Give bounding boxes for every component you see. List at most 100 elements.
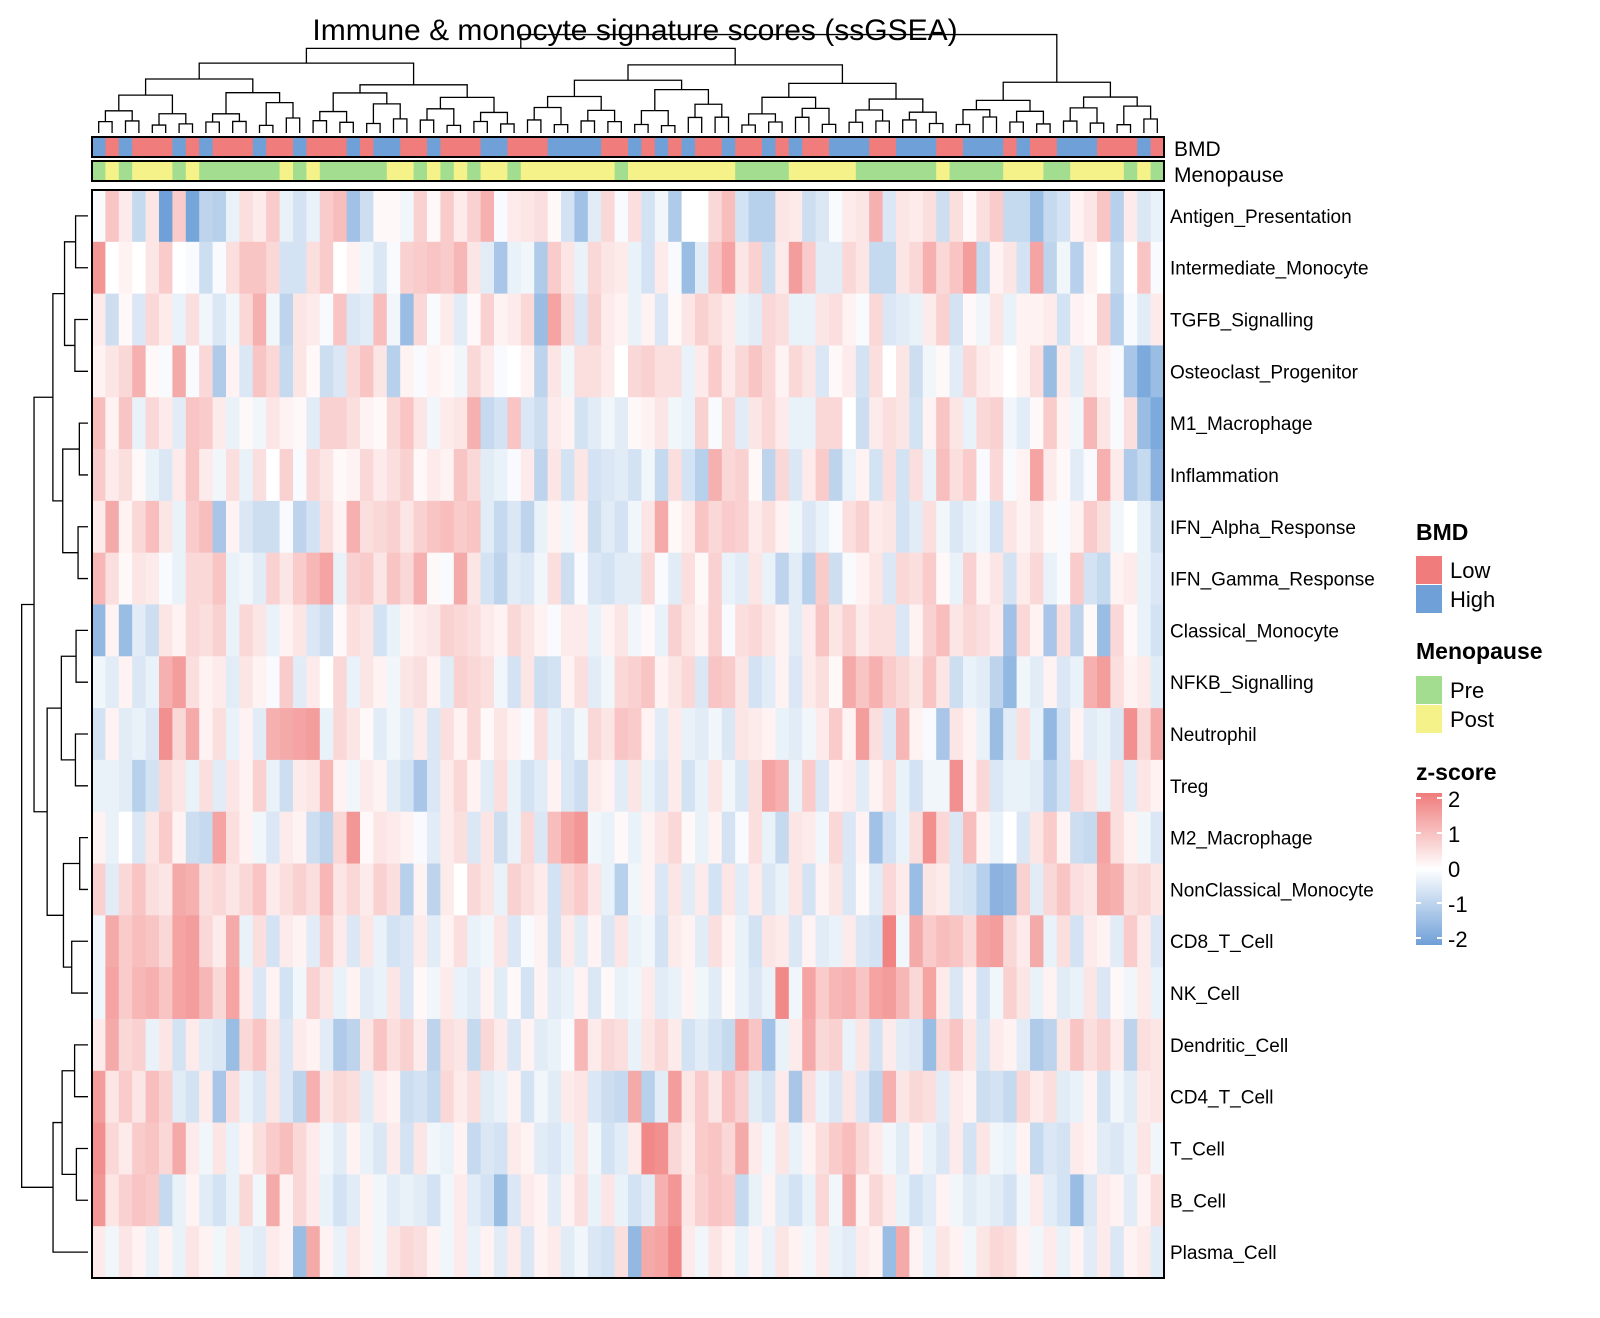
heatmap-cell	[775, 967, 790, 1020]
heatmap-cell	[775, 1226, 790, 1279]
heatmap-cell	[118, 397, 133, 450]
heatmap-cell	[534, 915, 548, 968]
heatmap-cell	[1150, 1226, 1165, 1279]
heatmap-cell	[748, 1070, 763, 1123]
zscore-tick-label: -2	[1448, 927, 1468, 952]
heatmap-cell	[909, 397, 924, 450]
heatmap-cell	[92, 1122, 106, 1175]
heatmap-cell	[654, 604, 669, 657]
heatmap-cell	[654, 1070, 669, 1123]
heatmap-cell	[252, 190, 267, 243]
heatmap-cell	[1110, 449, 1125, 502]
heatmap-cell	[775, 1070, 790, 1123]
heatmap-cell	[159, 293, 173, 346]
heatmap-cell	[400, 915, 414, 968]
heatmap-cell	[118, 500, 133, 554]
heatmap-cell	[306, 1070, 321, 1123]
heatmap-cell	[735, 656, 749, 709]
heatmap-cell	[453, 656, 468, 709]
heatmap-cell	[319, 449, 334, 502]
heatmap-cell	[199, 241, 213, 295]
heatmap-cell	[92, 397, 106, 450]
heatmap-cell	[802, 500, 816, 554]
heatmap-cell	[614, 604, 629, 657]
heatmap-cell	[547, 397, 562, 450]
column-dendrogram-branch	[1082, 96, 1138, 108]
heatmap-cell	[654, 552, 669, 605]
heatmap-cell	[695, 241, 709, 295]
menopause-annotation-cell	[226, 161, 240, 181]
heatmap-cell	[574, 293, 589, 346]
heatmap-cell	[976, 656, 991, 709]
heatmap-cell	[145, 345, 160, 398]
heatmap-cell	[118, 241, 133, 295]
heatmap-cell	[520, 552, 535, 605]
heatmap-cell	[641, 190, 656, 243]
heatmap-cell	[922, 759, 937, 813]
heatmap-cell	[1083, 1122, 1098, 1175]
heatmap-cell	[266, 1122, 280, 1175]
menopause-annotation-cell	[266, 161, 280, 181]
heatmap-cell	[507, 1226, 522, 1279]
bmd-annotation-cell	[896, 137, 910, 157]
heatmap-cell	[628, 604, 642, 657]
heatmap-cell	[1070, 1018, 1084, 1072]
heatmap-cell	[601, 1122, 615, 1175]
bmd-annotation-cell	[1030, 137, 1044, 157]
heatmap-cell	[333, 552, 347, 605]
column-dendrogram-branch	[794, 116, 810, 133]
heatmap-cell	[1150, 759, 1165, 813]
heatmap-cell	[561, 915, 575, 968]
heatmap-cell	[226, 552, 240, 605]
heatmap-cell	[574, 1226, 589, 1279]
heatmap-cell	[815, 708, 830, 761]
column-dendrogram-branch	[553, 123, 569, 133]
menopause-annotation-cell	[681, 161, 696, 181]
heatmap-cell	[882, 1226, 897, 1279]
heatmap-cell	[319, 397, 334, 450]
heatmap-cell	[239, 500, 254, 554]
heatmap-cell	[1083, 190, 1098, 243]
heatmap-cell	[654, 449, 669, 502]
menopause-annotation-cell	[976, 161, 991, 181]
heatmap-cell	[1110, 863, 1125, 916]
heatmap-cell	[494, 967, 508, 1020]
heatmap-cell	[185, 1174, 200, 1227]
heatmap-cell	[976, 811, 991, 864]
heatmap-cell	[92, 604, 106, 657]
heatmap-cell	[574, 345, 589, 398]
heatmap-cell	[346, 759, 361, 813]
heatmap-cell	[145, 708, 160, 761]
row-dendrogram	[21, 215, 88, 1253]
heatmap-cell	[601, 397, 615, 450]
heatmap-cell	[1150, 967, 1165, 1020]
heatmap-cell	[909, 1070, 924, 1123]
heatmap-cell	[976, 708, 991, 761]
heatmap-cell	[333, 449, 347, 502]
heatmap-cell	[266, 708, 280, 761]
heatmap-cell	[360, 345, 374, 398]
heatmap-cell	[185, 293, 200, 346]
heatmap-cell	[306, 397, 321, 450]
heatmap-cell	[748, 449, 763, 502]
heatmap-cell	[1056, 708, 1071, 761]
heatmap-cell	[199, 759, 213, 813]
heatmap-cell	[949, 1070, 964, 1123]
heatmap-cell	[105, 1018, 120, 1072]
heatmap-cell	[534, 863, 548, 916]
heatmap-cell	[963, 708, 977, 761]
heatmap-cell	[989, 449, 1004, 502]
heatmap-cell	[279, 345, 294, 398]
heatmap-cell	[1123, 241, 1138, 295]
heatmap-cell	[212, 1070, 227, 1123]
heatmap-cell	[1070, 397, 1084, 450]
heatmap-cell	[440, 967, 455, 1020]
heatmap-cell	[346, 190, 361, 243]
row-dendrogram-branch	[75, 1147, 88, 1201]
column-dendrogram-branch	[198, 62, 415, 85]
heatmap-cell	[212, 708, 227, 761]
heatmap-cell	[641, 1018, 656, 1072]
heatmap-cell	[453, 811, 468, 864]
heatmap-cell	[319, 552, 334, 605]
column-dendrogram-branch	[654, 89, 710, 111]
